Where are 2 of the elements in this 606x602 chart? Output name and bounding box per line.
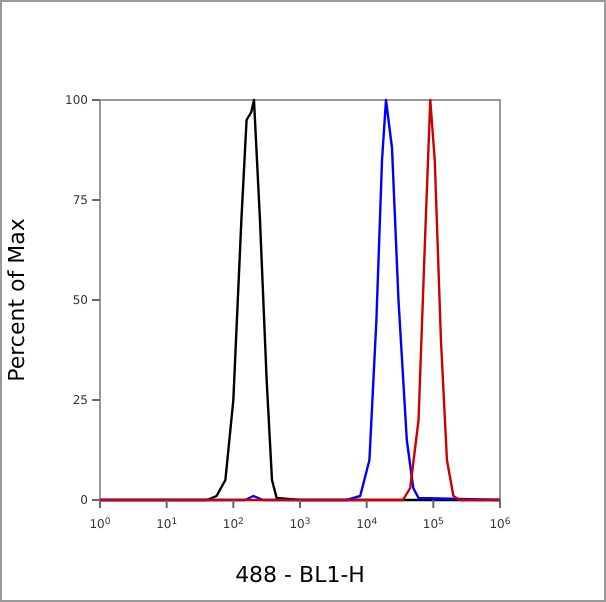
y-axis-title: Percent of Max <box>4 217 30 382</box>
x-axis-title: 488 - BL1-H <box>235 562 365 588</box>
